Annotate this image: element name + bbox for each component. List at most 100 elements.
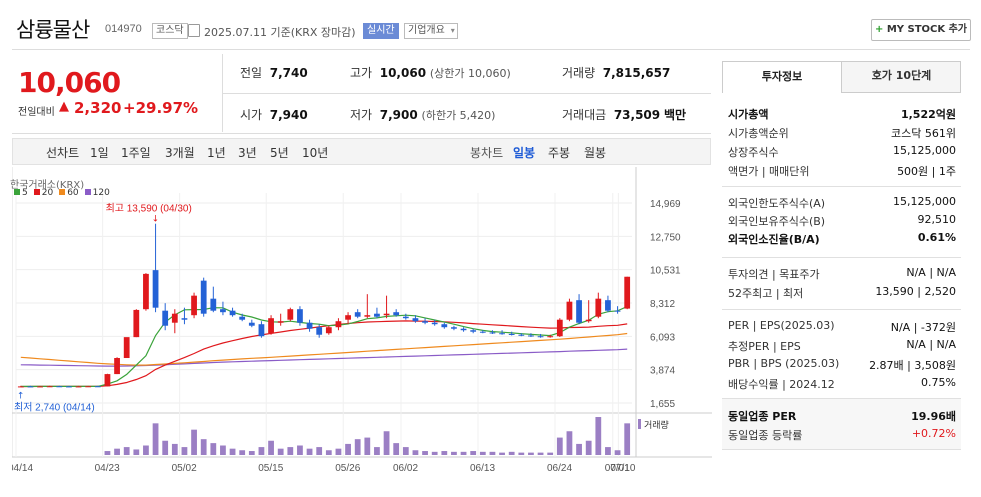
volume-bar: [123, 447, 130, 455]
mystock-label: MY STOCK 추가: [886, 24, 968, 35]
min-arrow-icon: ↑: [17, 392, 25, 402]
candle-body: [479, 331, 486, 333]
candle-body: [412, 318, 419, 322]
mystock-button[interactable]: + MY STOCK 추가: [871, 19, 971, 41]
volume-bar: [624, 423, 631, 455]
section-divider: [722, 449, 961, 450]
volume-bar: [431, 451, 438, 455]
period-1y[interactable]: 1년: [207, 146, 226, 160]
volume-bar: [325, 450, 332, 455]
info-value: +0.72%: [911, 427, 956, 440]
volume: 거래량 7,815,657: [562, 66, 671, 80]
volume-label: 거래량: [644, 419, 669, 430]
volume-bar: [508, 451, 515, 455]
period-3m[interactable]: 3개월: [165, 146, 195, 160]
header-divider: [12, 49, 970, 50]
tab-invest-info[interactable]: 투자정보: [722, 61, 842, 93]
candle-body: [191, 295, 197, 316]
realtime-button[interactable]: 실시간: [363, 23, 399, 39]
volume-bar: [576, 443, 582, 455]
candle-body: [17, 386, 24, 388]
y-tick-label: 1,655: [650, 399, 675, 410]
candle-monthly[interactable]: 월봉: [584, 146, 607, 160]
candle-body: [576, 300, 582, 323]
volume-bar: [104, 451, 111, 455]
candle-body: [566, 301, 573, 320]
ma-legend: 5 20 60 120: [14, 188, 110, 198]
candle-body: [528, 335, 534, 337]
stock-code: 014970: [105, 23, 142, 35]
open-price: 시가 7,940: [240, 108, 308, 122]
x-tick-label: 05/15: [258, 463, 283, 474]
volume-bar: [422, 451, 428, 455]
candle-body: [354, 312, 361, 317]
candle-body: [75, 386, 82, 388]
chart-area[interactable]: 14,969 12,750 10,531 8,312 6,093 3,874 1,655 04…: [8, 167, 712, 494]
volume-bar: [393, 443, 400, 455]
info-label: 시가총액순위: [728, 127, 789, 140]
volume-bar: [316, 447, 323, 455]
candle-chart-label: 봉차트: [470, 146, 504, 160]
volume-bar: [499, 452, 505, 455]
company-info-dropdown[interactable]: 기업개요 ▾: [404, 23, 458, 39]
volume-bar: [191, 429, 197, 455]
period-1w[interactable]: 1주일: [121, 146, 151, 160]
plus-icon: +: [874, 24, 884, 35]
candle-body: [56, 386, 63, 388]
info-value: 92,510: [917, 213, 957, 226]
candle-weekly[interactable]: 주봉: [548, 146, 571, 160]
period-3y[interactable]: 3년: [238, 146, 257, 160]
candle-body: [614, 310, 621, 312]
volume-bar: [114, 448, 120, 455]
prev-close: 전일 7,740: [240, 66, 308, 80]
period-1d[interactable]: 1일: [90, 146, 109, 160]
volume-bar: [335, 448, 342, 455]
candle-body: [114, 358, 120, 375]
candle-body: [518, 334, 525, 336]
candle-body: [171, 313, 178, 323]
volume-bar: [402, 447, 409, 455]
candle-daily[interactable]: 일봉: [513, 146, 536, 160]
industry-box: [722, 399, 961, 449]
ma120-line: [20, 348, 628, 367]
period-5y[interactable]: 5년: [270, 146, 289, 160]
volume-bar: [595, 417, 602, 455]
candle-body: [605, 300, 611, 311]
volume-legend-swatch: [638, 419, 641, 429]
volume-bar: [220, 445, 226, 455]
volume-bar: [143, 445, 149, 455]
candle-body: [460, 328, 467, 331]
volume-bar: [210, 443, 217, 455]
volume-bar: [614, 450, 621, 455]
candle-body: [306, 322, 313, 329]
candle-body: [556, 319, 563, 337]
max-price-label: 최고 13,590 (04/30): [106, 203, 192, 215]
candle-body: [335, 321, 342, 328]
volume-bar: [133, 449, 140, 455]
volume-bar: [537, 452, 544, 455]
x-tick-label: 04/23: [95, 463, 120, 474]
candle-body: [287, 309, 294, 320]
volume-bar: [412, 450, 419, 455]
ma20-line: [20, 320, 628, 388]
info-label: PBR | BPS (2025.03): [728, 357, 840, 370]
candle-body: [104, 374, 111, 387]
candle-body: [94, 386, 101, 388]
candle-body: [441, 324, 448, 328]
volume-bar: [258, 447, 265, 455]
period-10y[interactable]: 10년: [302, 146, 329, 160]
candle-body: [374, 313, 380, 317]
volume-bar: [479, 451, 486, 455]
tab-orderbook[interactable]: 호가 10단계: [871, 69, 932, 82]
volume-bar: [470, 451, 477, 455]
volume-bar: [489, 451, 496, 455]
volume-bar: [460, 451, 467, 455]
y-tick-label: 14,969: [650, 199, 681, 210]
candle-body: [220, 309, 226, 313]
prev-label: 전일대비: [18, 107, 55, 118]
price-chart: 14,969 12,750 10,531 8,312 6,093 3,874 1,655 04…: [8, 167, 712, 474]
info-value: 0.75%: [921, 376, 956, 389]
volume-bar: [451, 451, 457, 455]
volume-bar: [277, 448, 284, 455]
company-name: 삼륭물산: [16, 18, 90, 42]
